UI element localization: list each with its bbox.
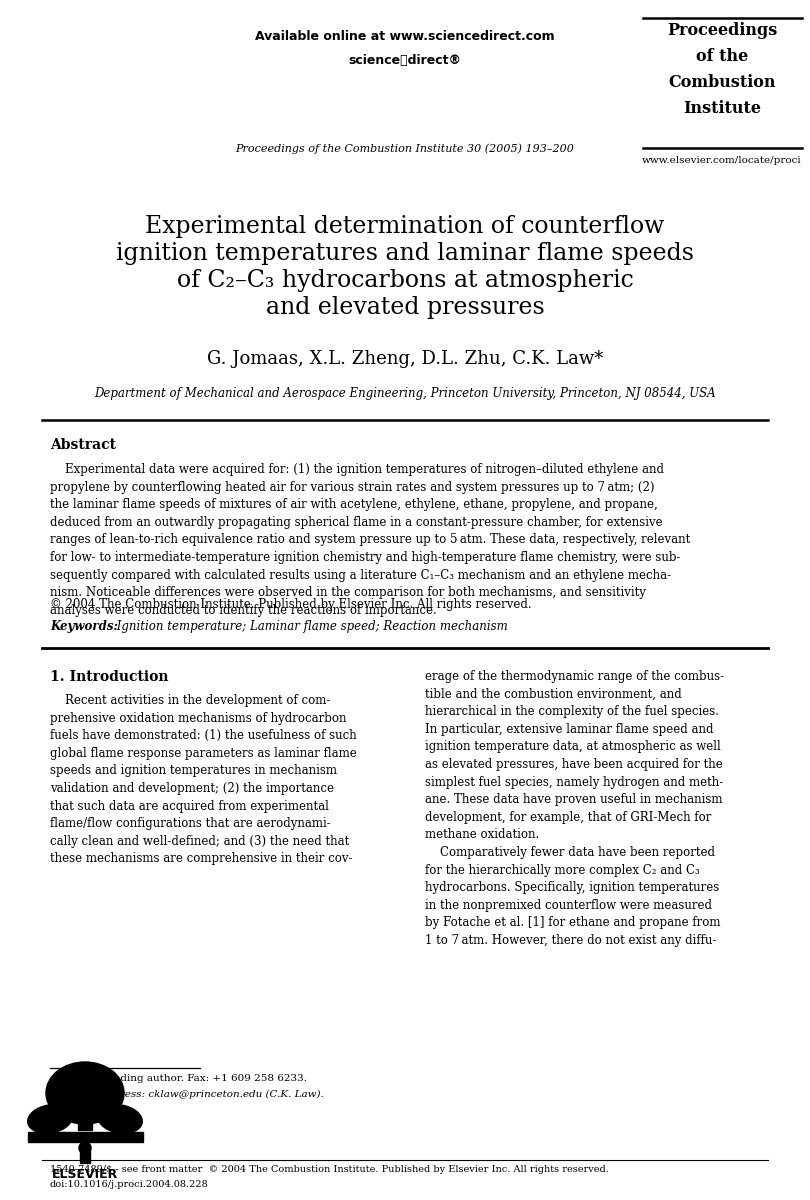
Text: Abstract: Abstract (50, 438, 116, 452)
Text: www.elsevier.com/locate/proci: www.elsevier.com/locate/proci (642, 156, 802, 164)
Text: Recent activities in the development of com-
prehensive oxidation mechanisms of : Recent activities in the development of … (50, 694, 356, 865)
Text: ELSEVIER: ELSEVIER (52, 1169, 118, 1182)
Bar (80, 1146, 90, 1163)
Text: Proceedings of the Combustion Institute 30 (2005) 193–200: Proceedings of the Combustion Institute … (236, 143, 574, 154)
Text: ignition temperatures and laminar flame speeds: ignition temperatures and laminar flame … (116, 242, 694, 265)
Bar (78, 1094, 92, 1130)
Text: * Corresponding author. Fax: +1 609 258 6233.: * Corresponding author. Fax: +1 609 258 … (50, 1074, 307, 1082)
Text: and elevated pressures: and elevated pressures (266, 296, 544, 319)
Text: Experimental data were acquired for: (1) the ignition temperatures of nitrogen–d: Experimental data were acquired for: (1)… (50, 463, 690, 617)
Text: Ignition temperature; Laminar flame speed; Reaction mechanism: Ignition temperature; Laminar flame spee… (113, 620, 508, 634)
Text: doi:10.1016/j.proci.2004.08.228: doi:10.1016/j.proci.2004.08.228 (50, 1180, 209, 1189)
Text: Available online at www.sciencedirect.com: Available online at www.sciencedirect.co… (255, 30, 555, 43)
Text: 1. Introduction: 1. Introduction (50, 670, 168, 684)
Ellipse shape (46, 1062, 124, 1124)
Bar (28, 1132, 143, 1142)
Text: Keywords:: Keywords: (50, 620, 118, 634)
Text: E-mail address: cklaw@princeton.edu (C.K. Law).: E-mail address: cklaw@princeton.edu (C.K… (50, 1090, 324, 1099)
Text: Department of Mechanical and Aerospace Engineering, Princeton University, Prince: Department of Mechanical and Aerospace E… (94, 386, 716, 400)
Text: erage of the thermodynamic range of the combus-
tible and the combustion environ: erage of the thermodynamic range of the … (425, 670, 724, 947)
Ellipse shape (98, 1105, 143, 1133)
Text: scienceⓐdirect®: scienceⓐdirect® (348, 54, 462, 67)
Text: © 2004 The Combustion Institute. Published by Elsevier Inc. All rights reserved.: © 2004 The Combustion Institute. Publish… (50, 598, 531, 611)
Text: of C₂–C₃ hydrocarbons at atmospheric: of C₂–C₃ hydrocarbons at atmospheric (177, 269, 633, 292)
Text: Proceedings
of the
Combustion
Institute: Proceedings of the Combustion Institute (667, 22, 777, 118)
Text: G. Jomaas, X.L. Zheng, D.L. Zhu, C.K. Law*: G. Jomaas, X.L. Zheng, D.L. Zhu, C.K. La… (207, 350, 603, 368)
Circle shape (79, 1142, 91, 1154)
Text: 1540-7489/$ - see front matter  © 2004 The Combustion Institute. Published by El: 1540-7489/$ - see front matter © 2004 Th… (50, 1165, 609, 1174)
Ellipse shape (28, 1105, 72, 1133)
Text: Experimental determination of counterflow: Experimental determination of counterflo… (145, 215, 665, 238)
